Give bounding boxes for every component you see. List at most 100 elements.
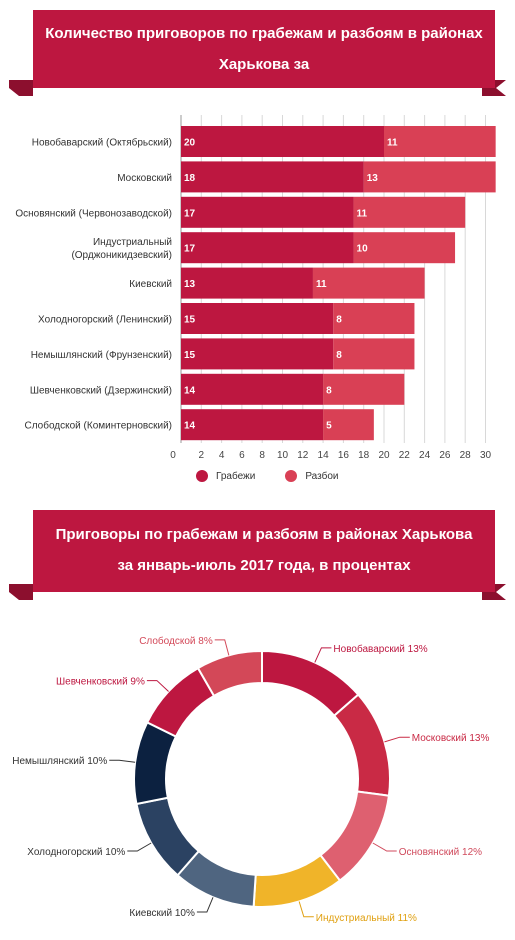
category-label: Немышлянский (Фрунзенский) (31, 350, 172, 361)
chart1-title-line1: Количество приговоров по грабежам и разб… (45, 25, 483, 73)
bar-assault[interactable] (333, 303, 415, 334)
donut-slice[interactable] (133, 721, 178, 806)
bar-value-label: 10 (357, 244, 369, 255)
leader-line (146, 680, 169, 692)
bar-robbery[interactable] (181, 267, 313, 299)
bar-robbery[interactable] (181, 126, 384, 157)
ribbon-fold-left (9, 584, 33, 600)
x-tick-label: 6 (239, 450, 245, 461)
category-label: Киевский (129, 279, 172, 290)
x-tick-label: 2 (199, 450, 205, 461)
x-tick-label: 18 (358, 450, 370, 461)
bar-value-label: 8 (326, 385, 332, 396)
bar-chart-category-labels: Новобаварский (Октябрьский) Московский Осн… (15, 137, 172, 432)
category-label: Индустриальный (93, 237, 172, 248)
bar-robbery[interactable] (181, 338, 334, 370)
x-tick-label: 16 (338, 450, 350, 461)
bar-value-label: 17 (184, 208, 196, 219)
bar-value-label: 17 (184, 244, 196, 255)
leader-line (372, 842, 397, 852)
x-tick-label: 20 (378, 450, 390, 461)
chart2-title-line1: Приговоры по грабежам и разбоям в района… (55, 526, 473, 543)
chart2-title-line2: за январь-июль 2017 года, в процентах (117, 557, 411, 574)
bar-value-label: 14 (184, 385, 196, 396)
bar-assault[interactable] (384, 126, 496, 157)
bar-robbery[interactable] (181, 196, 354, 228)
donut-chart: Новобаварский 13% Московский 13% Основянск… (12, 635, 489, 924)
leader-line (109, 759, 136, 763)
donut-leader-lines (109, 639, 410, 918)
donut-slice[interactable] (252, 853, 342, 908)
legend-label-assault: Разбои (305, 470, 339, 482)
bar-value-label: 8 (336, 350, 342, 361)
donut-slice[interactable] (332, 693, 391, 797)
bar-value-label: 11 (316, 279, 327, 290)
bar-value-label: 13 (367, 173, 379, 184)
donut-slice[interactable] (196, 649, 263, 698)
bar-assault[interactable] (312, 267, 425, 299)
x-tick-label: 30 (480, 450, 492, 461)
bar-assault[interactable] (333, 338, 415, 370)
bar-chart-bars: 20 11 18 13 17 11 17 10 13 11 15 8 15 8 14 8 14 5 (181, 126, 496, 441)
bar-chart-x-ticks: 0 2 4 6 8 10 12 14 16 18 20 22 24 26 28 30 (170, 450, 491, 461)
x-tick-label: 14 (318, 450, 330, 461)
bar-robbery[interactable] (181, 232, 354, 264)
leader-line (384, 736, 410, 743)
bar-value-label: 15 (184, 350, 196, 361)
chart1-title: Количество приговоров по грабежам и разб… (33, 10, 495, 104)
legend-item-assault[interactable]: Разбои (285, 470, 338, 482)
bar-value-label: 13 (184, 279, 196, 290)
bar-value-label: 15 (184, 315, 196, 326)
bar-assault[interactable] (323, 409, 374, 441)
bar-value-label: 14 (184, 421, 196, 432)
slice-label: Новобаварский 13% (333, 643, 427, 655)
bar-value-label: 11 (387, 138, 398, 149)
x-tick-label: 0 (170, 450, 176, 461)
slice-label: Слободской 8% (139, 635, 213, 647)
bar-value-label: 8 (336, 315, 342, 326)
category-label: Московский (117, 173, 172, 184)
donut-slices (133, 649, 391, 908)
bar-robbery[interactable] (181, 373, 324, 405)
x-tick-label: 22 (399, 450, 411, 461)
leader-line (298, 901, 314, 918)
x-tick-label: 24 (419, 450, 431, 461)
ribbon-fold-left (9, 80, 33, 96)
slice-label: Московский 13% (412, 733, 490, 744)
bar-assault[interactable] (353, 232, 456, 264)
bar-value-label: 5 (326, 421, 332, 432)
slice-label: Холодногорский 10% (27, 847, 125, 858)
legend-dot-robbery (196, 470, 208, 482)
bar-assault[interactable] (353, 196, 466, 228)
category-label: Слободской (Коминтерновский) (25, 420, 173, 432)
category-label: Шевченковский (Дзержинский) (30, 385, 172, 396)
x-tick-label: 4 (219, 450, 225, 461)
bar-assault[interactable] (363, 161, 496, 193)
legend-item-robbery[interactable]: Грабежи (196, 470, 255, 482)
bar-chart-legend: Грабежи Разбои (196, 470, 338, 482)
bar-robbery[interactable] (181, 303, 334, 334)
slice-label: Основянский 12% (399, 847, 482, 858)
bar-robbery[interactable] (181, 409, 324, 441)
bar-assault[interactable] (323, 373, 405, 405)
category-label: (Орджоникидзевский) (71, 250, 172, 261)
x-tick-label: 28 (460, 450, 472, 461)
slice-label: Немышлянский 10% (12, 756, 107, 767)
x-tick-label: 10 (277, 450, 289, 461)
slice-label: Киевский 10% (129, 908, 195, 919)
leader-line (127, 842, 152, 852)
legend-dot-assault (285, 470, 298, 482)
slice-label: Индустриальный 11% (316, 913, 417, 924)
donut-labels: Новобаварский 13% Московский 13% Основянск… (12, 635, 489, 924)
chart2-title: Приговоры по грабежам и разбоям в района… (33, 510, 495, 592)
chart1-title-banner: Количество приговоров по грабежам и разб… (0, 10, 515, 104)
legend-label-robbery: Грабежи (216, 470, 256, 482)
slice-label: Шевченковский 9% (56, 677, 145, 688)
bar-robbery[interactable] (181, 161, 364, 193)
category-label: Холодногорский (Ленинский) (38, 315, 172, 326)
leader-line (214, 639, 230, 656)
x-tick-label: 8 (259, 450, 265, 461)
bar-value-label: 20 (184, 138, 196, 149)
bar-value-label: 11 (357, 208, 368, 219)
